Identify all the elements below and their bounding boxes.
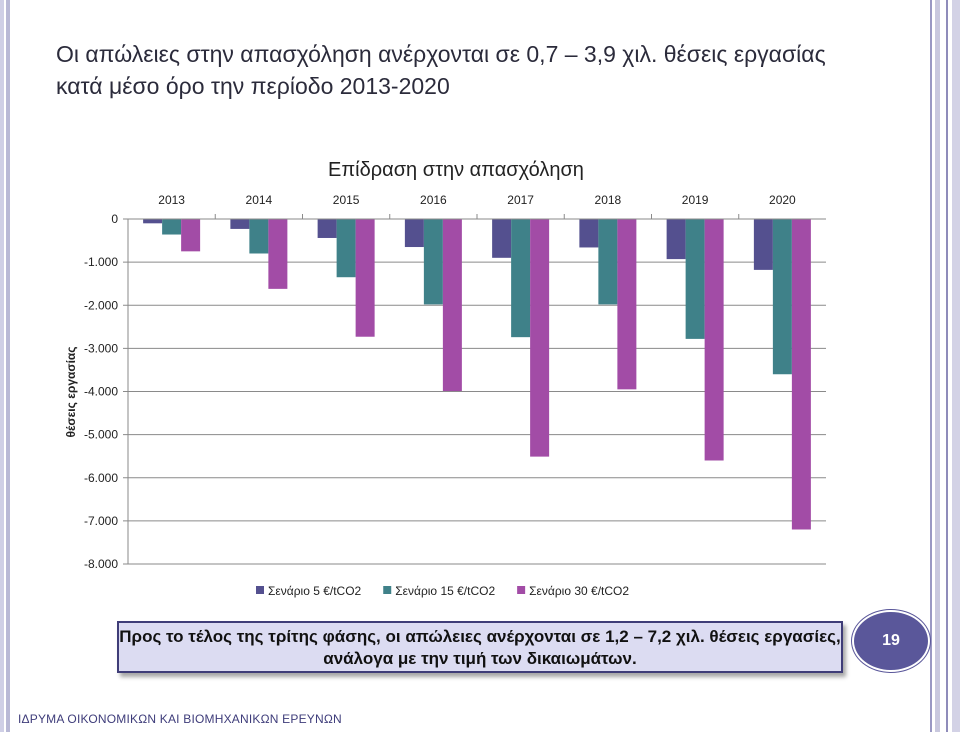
x-tick-labels: 2013 2014 2015 2016 2017 2018 2019 2020 — [158, 193, 796, 207]
bar-2014-series-2 — [249, 219, 269, 254]
y-tick-label: -6.000 — [84, 471, 118, 485]
bar-2016-series-3 — [442, 219, 462, 392]
bar-2013-series-1 — [143, 219, 163, 224]
bar-2013-series-3 — [181, 219, 201, 252]
footer-divider — [10, 706, 926, 707]
y-axis-label: θέσεις εργασίας — [64, 346, 78, 437]
x-tick-label: 2014 — [246, 193, 273, 207]
bar-2015-series-2 — [336, 219, 356, 278]
bar-2015-series-1 — [317, 219, 337, 238]
bar-2020-series-3 — [791, 219, 811, 530]
y-tick-label: -1.000 — [84, 255, 118, 269]
legend-label-series-3: Σενάριο 30 €/tCO2 — [529, 584, 629, 598]
y-tick-label: -5.000 — [84, 428, 118, 442]
bar-2018-series-2 — [598, 219, 618, 305]
x-tick-label: 2017 — [507, 193, 534, 207]
axes — [123, 214, 826, 565]
callout-line-1: Προς το τέλος της τρίτης φάσης, οι απώλε… — [119, 627, 841, 646]
callout-line-2: ανάλογα με την τιμή των δικαιωμάτων. — [323, 649, 637, 668]
bar-2019-series-3 — [704, 219, 724, 461]
right-decorative-rail — [926, 0, 960, 732]
y-tick-label: -3.000 — [84, 341, 118, 355]
footer-org-name: ΙΔΡΥΜΑ ΟΙΚΟΝΟΜΙΚΩΝ ΚΑΙ ΒΙΟΜΗΧΑΝΙΚΩΝ ΕΡΕΥ… — [18, 712, 342, 726]
legend-label-series-1: Σενάριο 5 €/tCO2 — [268, 584, 362, 598]
left-decorative-rail — [0, 0, 10, 732]
page-number-badge: 19 — [852, 610, 930, 672]
bar-2017-series-3 — [530, 219, 550, 457]
bar-2016-series-1 — [404, 219, 424, 248]
chart-legend: Σενάριο 5 €/tCO2 Σενάριο 15 €/tCO2 Σενάριο… — [256, 584, 629, 598]
y-tick-label: -2.000 — [84, 298, 118, 312]
slide-title: Οι απώλειες στην απασχόληση ανέρχονται σ… — [56, 41, 826, 99]
bar-2017-series-1 — [492, 219, 512, 258]
legend-swatch-series-1 — [256, 586, 264, 594]
y-tick-label: -8.000 — [84, 557, 118, 571]
bar-2014-series-1 — [230, 219, 250, 229]
employment-impact-chart: Επίδραση στην απασχόληση θέσεις εργασίας… — [64, 159, 826, 598]
bar-2019-series-2 — [685, 219, 705, 339]
bar-2019-series-1 — [666, 219, 686, 260]
bars — [143, 219, 811, 530]
bar-2015-series-3 — [355, 219, 375, 337]
bar-2014-series-3 — [268, 219, 288, 289]
y-tick-labels: 0 -1.000 -2.000 -3.000 -4.000 -5.000 -6.000 -7.… — [84, 212, 118, 571]
bar-2020-series-1 — [753, 219, 773, 270]
x-tick-label: 2019 — [682, 193, 709, 207]
bar-2013-series-2 — [162, 219, 182, 235]
gridlines — [128, 261, 826, 565]
summary-callout: Προς το τέλος της τρίτης φάσης, οι απώλε… — [117, 621, 843, 673]
y-tick-label: -4.000 — [84, 385, 118, 399]
legend-swatch-series-3 — [517, 586, 526, 594]
y-tick-label: -7.000 — [84, 514, 118, 528]
x-tick-label: 2016 — [420, 193, 447, 207]
bar-2018-series-1 — [579, 219, 599, 248]
x-tick-label: 2013 — [158, 193, 185, 207]
chart-title: Επίδραση στην απασχόληση — [328, 159, 584, 181]
legend-label-series-2: Σενάριο 15 €/tCO2 — [395, 584, 495, 598]
page-number: 19 — [882, 632, 900, 649]
x-tick-label: 2018 — [595, 193, 622, 207]
x-tick-label: 2020 — [769, 193, 796, 207]
bar-2020-series-2 — [772, 219, 792, 375]
bar-2016-series-2 — [423, 219, 443, 305]
bar-2018-series-3 — [617, 219, 637, 390]
x-tick-label: 2015 — [333, 193, 360, 207]
legend-swatch-series-2 — [383, 586, 392, 594]
y-tick-label: 0 — [111, 212, 118, 226]
bar-2017-series-2 — [511, 219, 531, 338]
